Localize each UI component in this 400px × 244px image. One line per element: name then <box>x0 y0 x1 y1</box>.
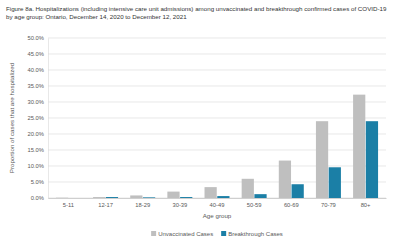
grid-line <box>48 166 386 167</box>
grid-line <box>48 134 386 135</box>
tick-label: 40.0% <box>28 67 44 73</box>
bar <box>56 197 68 198</box>
tick: 5-11 <box>63 198 74 208</box>
bar <box>242 179 254 198</box>
bar <box>279 161 291 198</box>
grid-line <box>48 54 386 55</box>
tick-label: 50-59 <box>247 202 262 208</box>
tick-label: 0.0% <box>31 195 44 201</box>
tick: 30.0% <box>28 99 48 105</box>
bar <box>93 197 105 198</box>
y-axis: 0.0% 5.0% 10.0% 15.0% 20.0% 25.0% 30.0% 35.0% 40… <box>28 35 49 201</box>
tick: 50-59 <box>247 198 262 208</box>
grid-line <box>48 70 386 71</box>
tick: 80+ <box>361 198 371 208</box>
tick-label: 25.0% <box>28 115 44 121</box>
tick: 70-79 <box>321 198 336 208</box>
bar <box>217 196 229 198</box>
tick-label: 5-11 <box>63 202 74 208</box>
bar <box>353 95 365 198</box>
tick: 35.0% <box>28 83 48 89</box>
axis-line <box>48 39 49 199</box>
tick: 30-39 <box>172 198 187 208</box>
tick-label: 40-49 <box>210 202 225 208</box>
tick: 50.0% <box>28 35 48 41</box>
legend-item: Unvaccinated Cases <box>151 231 213 237</box>
x-axis-title: Age group <box>203 212 232 219</box>
bar <box>316 121 328 198</box>
bar <box>143 197 155 198</box>
tick-label: 45.0% <box>28 51 44 57</box>
bar <box>254 194 266 198</box>
grid-line <box>48 118 386 119</box>
tick-label: 80+ <box>361 202 371 208</box>
tick: 10.0% <box>28 163 48 169</box>
legend: Unvaccinated Cases Breakthrough Cases <box>151 231 283 237</box>
legend-item: Breakthrough Cases <box>221 231 283 237</box>
legend-swatch <box>221 231 226 236</box>
bar <box>329 167 341 198</box>
tick-label: 10.0% <box>28 163 44 169</box>
bar <box>180 197 192 198</box>
bar <box>130 195 142 198</box>
chart: Figure 8a. Hospitalizations (including i… <box>0 0 400 244</box>
tick: 5.0% <box>31 179 48 185</box>
tick-label: 15.0% <box>28 147 44 153</box>
tick: 0.0% <box>31 195 48 201</box>
plot: 0.0% 5.0% 10.0% 15.0% 20.0% 25.0% 30.0% 35.0% 40… <box>28 35 387 208</box>
tick-label: 18-29 <box>135 202 150 208</box>
bar <box>106 197 118 198</box>
tick: 40-49 <box>210 198 225 208</box>
tick-label: 30-39 <box>172 202 187 208</box>
tick: 40.0% <box>28 67 48 73</box>
tick: 18-29 <box>135 198 150 208</box>
tick-label: 30.0% <box>28 99 44 105</box>
bar <box>292 184 304 198</box>
x-axis: 5-11 12-17 18-29 30-39 40-49 50-59 60-69 70-79 8… <box>49 198 387 208</box>
tick: 25.0% <box>28 115 48 121</box>
tick: 12-17 <box>98 198 113 208</box>
y-axis-title: Proportion of cases that are hospitalize… <box>8 62 15 173</box>
grid <box>48 38 386 198</box>
bar <box>69 198 81 199</box>
tick: 15.0% <box>28 147 48 153</box>
bar <box>366 121 378 198</box>
bar <box>205 187 217 198</box>
grid-line <box>48 86 386 87</box>
tick-label: 60-69 <box>284 202 299 208</box>
tick-label: 12-17 <box>98 202 113 208</box>
tick: 20.0% <box>28 131 48 137</box>
bar <box>167 192 179 198</box>
tick-label: 70-79 <box>321 202 336 208</box>
tick: 60-69 <box>284 198 299 208</box>
tick: 45.0% <box>28 51 48 57</box>
series <box>106 121 378 198</box>
tick-label: 5.0% <box>31 179 44 185</box>
tick-label: 35.0% <box>28 83 44 89</box>
bars <box>56 95 378 198</box>
tick-label: 50.0% <box>28 35 44 41</box>
axis-line <box>49 198 387 199</box>
tick-label: 20.0% <box>28 131 44 137</box>
title: Figure 8a. Hospitalizations (including i… <box>6 5 387 20</box>
grid-line <box>48 150 386 151</box>
legend-label: Unvaccinated Cases <box>158 231 213 237</box>
legend-swatch <box>151 231 156 236</box>
grid-line <box>48 38 386 39</box>
grid-line <box>48 102 386 103</box>
legend-label: Breakthrough Cases <box>228 231 283 237</box>
series <box>56 95 365 198</box>
